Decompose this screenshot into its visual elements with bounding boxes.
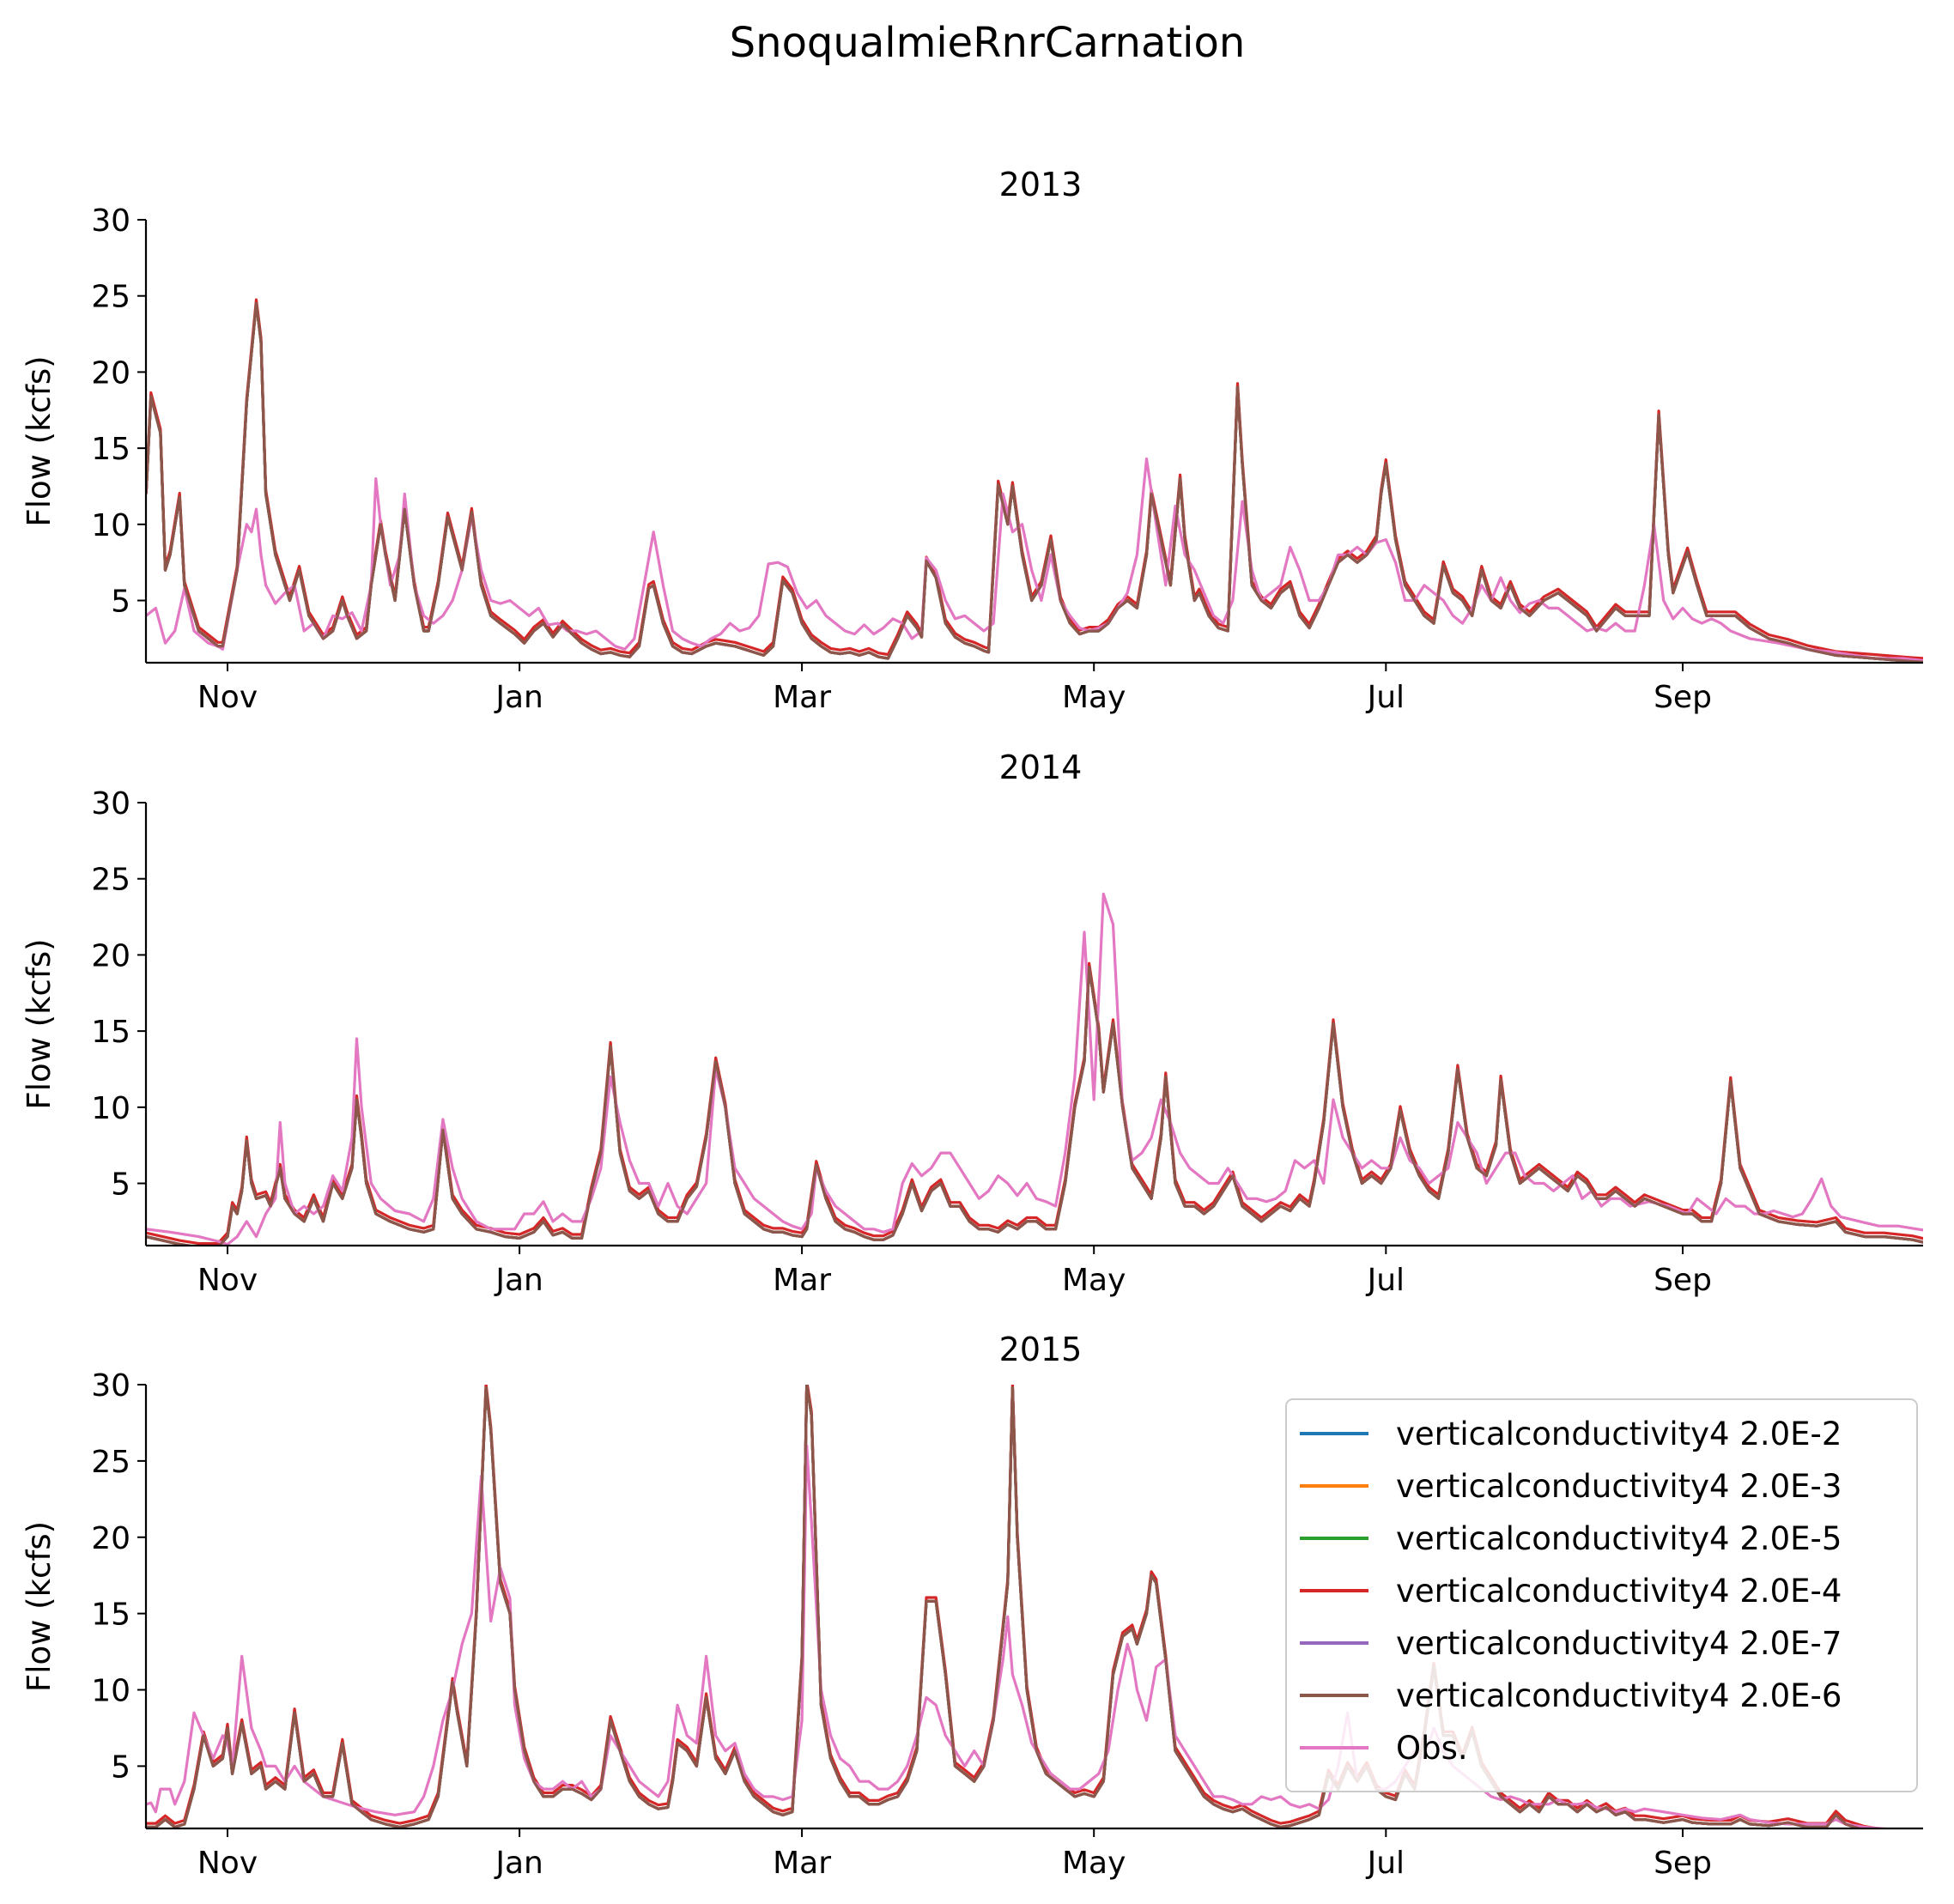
y-tick-label: 10 — [91, 508, 130, 543]
series-line-vc_2e6-top — [146, 1385, 1864, 1828]
x-tick-label: Mar — [773, 1846, 831, 1881]
y-tick-label: 25 — [91, 1445, 130, 1480]
y-tick-label: 15 — [91, 432, 130, 467]
series-line-obs — [146, 1444, 1898, 1828]
y-axis-label: Flow (kcfs) — [21, 355, 58, 526]
legend-box — [1285, 1398, 1918, 1792]
legend-label: verticalconductivity4 2.0E-7 — [1396, 1625, 1842, 1662]
legend-label: verticalconductivity4 2.0E-3 — [1396, 1468, 1842, 1505]
x-tick-label: Jan — [494, 1263, 543, 1298]
x-tick-label: Jan — [494, 680, 543, 715]
x-tick-label: Sep — [1654, 1263, 1712, 1298]
legend-label: Obs. — [1396, 1730, 1468, 1767]
y-tick-label: 20 — [91, 355, 130, 391]
panel-2013: 2013 Flow (kcfs) 5 10 15 20 25 30 Nov Jan Mar May Ju… — [21, 166, 1923, 715]
series-line-obs — [146, 457, 1923, 663]
series-lines — [146, 1385, 1898, 1828]
y-tick-label: 25 — [91, 280, 130, 315]
panel-title: 2014 — [999, 749, 1083, 786]
x-tick-label: Mar — [773, 680, 831, 715]
series-lines — [146, 892, 1923, 1246]
y-tick-label: 30 — [91, 1368, 130, 1404]
panel-2014: 2014 Flow (kcfs) 5 10 15 20 25 30 Nov Jan Mar May Ju… — [21, 749, 1923, 1298]
series-lines — [146, 298, 1923, 663]
x-tick-label: Jul — [1366, 680, 1405, 715]
legend-label: verticalconductivity4 2.0E-2 — [1396, 1416, 1842, 1452]
y-axis-label: Flow (kcfs) — [21, 938, 58, 1109]
y-tick-label: 30 — [91, 203, 130, 239]
y-tick-label: 20 — [91, 938, 130, 973]
x-tick-label: Sep — [1654, 680, 1712, 715]
legend-label: verticalconductivity4 2.0E-5 — [1396, 1520, 1842, 1557]
x-tick-label: Nov — [197, 680, 258, 715]
y-axis-label: Flow (kcfs) — [21, 1521, 58, 1692]
y-tick-label: 25 — [91, 863, 130, 898]
legend: verticalconductivity4 2.0E-2 verticalcond… — [1285, 1398, 1918, 1792]
y-tick-label: 15 — [91, 1598, 130, 1633]
x-tick-label: May — [1062, 1846, 1126, 1881]
legend-label: verticalconductivity4 2.0E-6 — [1396, 1677, 1842, 1714]
figure-title: SnoqualmieRnrCarnation — [730, 19, 1246, 67]
x-tick-label: Nov — [197, 1263, 258, 1298]
y-tick-label: 5 — [111, 1167, 130, 1203]
panel-2015: 2015 Flow (kcfs) 5 10 15 20 25 30 Nov Jan Mar May Ju… — [21, 1331, 1923, 1881]
series-line-vc_2e6-top — [146, 302, 1923, 663]
y-tick-label: 15 — [91, 1015, 130, 1050]
y-tick-label: 5 — [111, 1749, 130, 1785]
x-tick-label: Sep — [1654, 1846, 1712, 1881]
y-tick-label: 5 — [111, 585, 130, 620]
panels: 2013 Flow (kcfs) 5 10 15 20 25 30 Nov Jan Mar May Ju… — [21, 166, 1923, 1881]
x-tick-label: Mar — [773, 1263, 831, 1298]
series-line-obs — [146, 892, 1923, 1246]
x-tick-label: Nov — [197, 1846, 258, 1881]
y-tick-label: 30 — [91, 786, 130, 822]
x-tick-label: May — [1062, 680, 1126, 715]
legend-label: verticalconductivity4 2.0E-4 — [1396, 1573, 1842, 1610]
y-tick-label: 10 — [91, 1674, 130, 1709]
x-tick-label: Jul — [1366, 1846, 1405, 1881]
panel-title: 2013 — [999, 166, 1083, 203]
series-line-vc_2e6-top — [146, 966, 1923, 1246]
y-tick-label: 20 — [91, 1521, 130, 1556]
y-tick-label: 10 — [91, 1091, 130, 1126]
x-tick-label: Jul — [1366, 1263, 1405, 1298]
x-tick-label: Jan — [494, 1846, 543, 1881]
x-tick-label: May — [1062, 1263, 1126, 1298]
panel-title: 2015 — [999, 1331, 1083, 1368]
